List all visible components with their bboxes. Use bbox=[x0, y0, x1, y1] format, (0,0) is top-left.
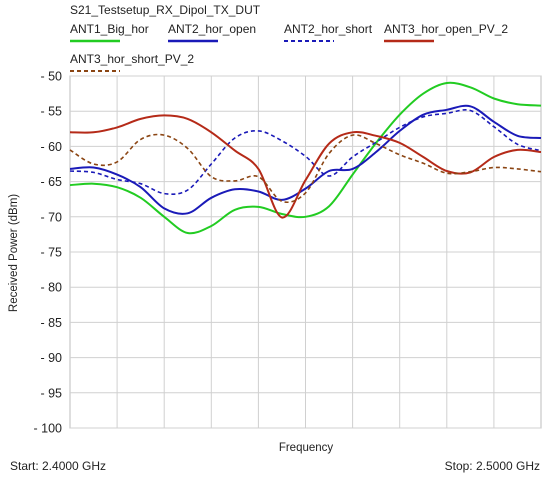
y-axis-label: Received Power (dBm) bbox=[8, 194, 20, 312]
legend-label-ant2-open: ANT2_hor_open bbox=[168, 22, 257, 36]
chart-title: S21_Testsetup_RX_Dipol_TX_DUT bbox=[70, 3, 261, 17]
y-tick-label: - 100 bbox=[34, 422, 63, 436]
y-tick-label: - 80 bbox=[40, 281, 62, 295]
y-tick-label: - 55 bbox=[40, 105, 62, 119]
legend-label-ant3-open: ANT3_hor_open_PV_2 bbox=[384, 22, 509, 36]
legend-label-ant3-short: ANT3_hor_short_PV_2 bbox=[70, 52, 195, 66]
y-tick-label: - 90 bbox=[40, 351, 62, 365]
grid-lines bbox=[69, 75, 542, 429]
y-tick-label: - 50 bbox=[40, 70, 62, 84]
y-tick-label: - 75 bbox=[40, 246, 62, 260]
y-tick-label: - 65 bbox=[40, 175, 62, 189]
legend-label-ant2-short: ANT2_hor_short bbox=[284, 22, 373, 36]
series-line-1 bbox=[69, 104, 542, 215]
x-stop-label: Stop: 2.5000 GHz bbox=[444, 459, 540, 473]
series-line-0 bbox=[69, 81, 542, 235]
legend-swatch-ant1 bbox=[70, 39, 120, 43]
series-line-4 bbox=[69, 133, 542, 204]
x-start-label: Start: 2.4000 GHz bbox=[10, 459, 107, 473]
series-lines bbox=[69, 81, 542, 235]
y-tick-label: - 60 bbox=[40, 140, 62, 154]
y-tick-label: - 70 bbox=[40, 210, 62, 224]
y-tick-label: - 95 bbox=[40, 386, 62, 400]
series-line-2 bbox=[69, 109, 542, 196]
x-axis-label: Frequency bbox=[279, 442, 334, 454]
series-line-3 bbox=[69, 114, 542, 219]
legend-swatch-ant2-short bbox=[284, 40, 334, 42]
legend-swatch-ant2-open bbox=[168, 39, 218, 43]
legend-label-ant1: ANT1_Big_hor bbox=[70, 22, 149, 36]
legend-swatch-ant3-short bbox=[70, 70, 120, 72]
y-axis-ticks: - 50 - 55 - 60 - 65 - 70 - 75 - 80 - 85 - 90 - 95… bbox=[34, 70, 63, 436]
legend-swatch-ant3-open bbox=[384, 39, 434, 43]
y-tick-label: - 85 bbox=[40, 316, 62, 330]
